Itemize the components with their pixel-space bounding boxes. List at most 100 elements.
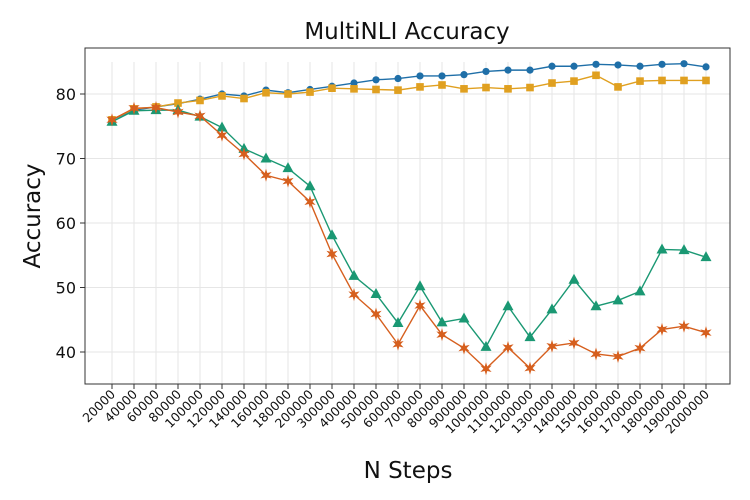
- data-point: [658, 76, 666, 85]
- y-tick-label: 40: [56, 343, 76, 362]
- data-point: [392, 316, 404, 327]
- data-point: [460, 85, 468, 93]
- y-axis-label: Accuracy: [20, 163, 46, 268]
- data-point: [678, 244, 690, 255]
- data-point: [482, 67, 490, 76]
- data-point: [394, 86, 402, 94]
- data-point: [260, 152, 272, 163]
- grid-lines: [85, 62, 730, 384]
- data-point: [326, 229, 338, 240]
- data-point: [304, 180, 316, 191]
- data-point: [392, 337, 404, 351]
- data-point: [502, 300, 514, 311]
- data-point: [196, 96, 204, 105]
- data-point: [106, 113, 118, 127]
- data-point: [680, 76, 688, 85]
- data-point: [172, 105, 184, 119]
- data-point: [216, 121, 228, 132]
- data-point: [656, 243, 668, 254]
- data-point: [350, 85, 358, 93]
- data-point: [150, 101, 162, 115]
- data-point: [304, 195, 316, 209]
- data-point: [678, 319, 690, 333]
- data-point: [568, 336, 580, 350]
- data-point: [284, 90, 292, 98]
- data-point: [480, 340, 492, 351]
- data-point: [216, 128, 228, 142]
- series-line: [111, 109, 707, 349]
- series-layer: [106, 60, 712, 376]
- data-point: [590, 347, 602, 361]
- data-point: [348, 288, 360, 302]
- data-point: [458, 341, 470, 355]
- data-point: [546, 303, 558, 314]
- data-point: [350, 79, 358, 87]
- data-point: [282, 162, 294, 173]
- data-point: [614, 83, 622, 91]
- data-point: [502, 340, 514, 354]
- y-axis-ticks: 40 50 60 70 80: [56, 85, 85, 362]
- data-point: [348, 269, 360, 280]
- data-point: [504, 85, 512, 93]
- data-point: [526, 83, 534, 92]
- data-point: [702, 76, 710, 85]
- data-point: [700, 326, 712, 340]
- data-point: [416, 72, 424, 80]
- data-point: [568, 273, 580, 284]
- data-point: [658, 60, 666, 68]
- series-line: [111, 62, 707, 121]
- data-point: [680, 60, 688, 68]
- data-point: [282, 174, 294, 188]
- data-point: [636, 62, 644, 70]
- data-point: [436, 316, 448, 327]
- data-point: [524, 361, 536, 375]
- data-point: [370, 307, 382, 321]
- series-line: [111, 74, 706, 121]
- data-point: [394, 74, 402, 83]
- y-tick-label: 50: [56, 279, 76, 298]
- data-point: [590, 300, 602, 311]
- x-axis-label: N Steps: [364, 458, 453, 484]
- data-point: [372, 85, 380, 94]
- data-point: [326, 247, 338, 261]
- data-point: [438, 72, 446, 80]
- data-point: [238, 147, 250, 161]
- data-point: [240, 94, 248, 103]
- y-tick-label: 80: [56, 85, 76, 104]
- series-square: [108, 71, 710, 124]
- series-triangle: [106, 104, 712, 351]
- chart-title: MultiNLI Accuracy: [304, 19, 509, 45]
- data-point: [414, 280, 426, 291]
- data-point: [458, 312, 470, 323]
- data-point: [548, 62, 556, 70]
- data-point: [414, 299, 426, 313]
- data-point: [260, 168, 272, 182]
- data-point: [480, 362, 492, 376]
- data-point: [174, 99, 182, 107]
- data-point: [570, 62, 578, 70]
- data-point: [372, 76, 380, 84]
- data-point: [128, 101, 140, 115]
- series-line: [111, 106, 707, 370]
- data-point: [612, 294, 624, 305]
- data-point: [548, 79, 556, 87]
- y-tick-label: 70: [56, 150, 76, 169]
- data-point: [482, 83, 490, 92]
- data-point: [592, 60, 600, 68]
- data-point: [614, 61, 622, 69]
- data-point: [700, 251, 712, 262]
- data-point: [524, 331, 536, 342]
- data-point: [636, 77, 644, 85]
- data-point: [592, 71, 600, 80]
- data-point: [436, 328, 448, 342]
- data-point: [370, 287, 382, 298]
- data-point: [634, 285, 646, 296]
- data-point: [460, 71, 468, 79]
- data-point: [416, 83, 424, 91]
- data-point: [504, 66, 512, 74]
- data-point: [634, 341, 646, 355]
- data-point: [218, 92, 226, 100]
- y-tick-label: 60: [56, 214, 76, 233]
- data-point: [438, 81, 446, 89]
